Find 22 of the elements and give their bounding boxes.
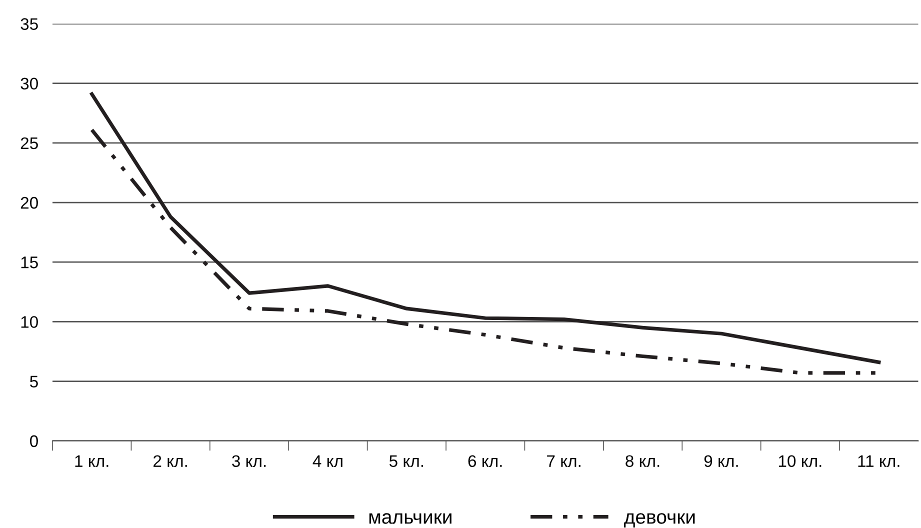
x-tick-label: 4 кл: [312, 455, 342, 468]
y-tick-label: 35: [20, 18, 38, 30]
x-tick-label: 6 кл.: [468, 455, 502, 468]
y-tick-label: 10: [21, 316, 38, 328]
y-tick-label: 5: [30, 376, 38, 388]
x-tick-label: 10 кл.: [778, 455, 822, 468]
x-tick-label: 7 кл.: [547, 455, 580, 468]
x-tick-label: 1 кл.: [75, 455, 108, 468]
x-tick-label: 11 кл.: [858, 455, 900, 468]
legend-label: мальчики: [369, 513, 452, 524]
x-tick-label: 8 кл.: [626, 455, 660, 468]
y-tick-label: 15: [21, 256, 38, 268]
x-tick-label: 2 кл.: [154, 455, 187, 468]
y-tick-label: 20: [20, 196, 38, 209]
y-tick-label: 25: [20, 137, 38, 150]
y-tick-label: 0: [30, 435, 38, 448]
line-series: [90, 92, 881, 364]
x-tick-label: 3 кл.: [232, 455, 266, 468]
x-tick-label: 5 кл.: [389, 455, 424, 468]
y-tick-label: 30: [20, 78, 38, 90]
x-tick-label: 9 кл.: [704, 455, 738, 468]
legend-label: девочки: [624, 513, 695, 528]
